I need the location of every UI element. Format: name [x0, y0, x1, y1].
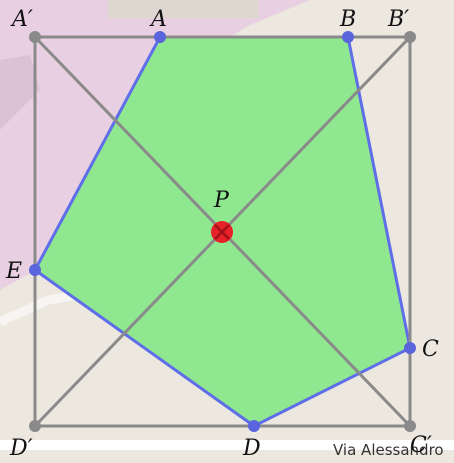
- vertex-d: [248, 420, 260, 432]
- vertex-b: [342, 31, 354, 43]
- label-c: C: [422, 337, 439, 362]
- center-point-p: [211, 221, 233, 243]
- corner-c-prime: [404, 420, 416, 432]
- corner-d-prime: [29, 420, 41, 432]
- label-d-prime: D′: [9, 436, 33, 461]
- label-e: E: [5, 259, 22, 284]
- corner-a-prime: [29, 31, 41, 43]
- vertex-a: [154, 31, 166, 43]
- label-a: A: [149, 7, 167, 32]
- bounding-square: [33, 35, 412, 428]
- label-b-prime: B′: [387, 7, 409, 32]
- vertex-e: [29, 264, 41, 276]
- street-label: Via Alessandro: [333, 441, 444, 459]
- label-a-prime: A′: [10, 7, 33, 32]
- label-b: B: [339, 7, 356, 32]
- map-block: [108, 0, 258, 18]
- corner-b-prime: [404, 31, 416, 43]
- vertex-c: [404, 342, 416, 354]
- map-pink-strip: [0, 55, 40, 130]
- label-p: P: [213, 188, 230, 213]
- label-c-prime: C′: [410, 433, 432, 458]
- map-pink-area: [0, 0, 310, 290]
- label-d: D: [242, 436, 261, 461]
